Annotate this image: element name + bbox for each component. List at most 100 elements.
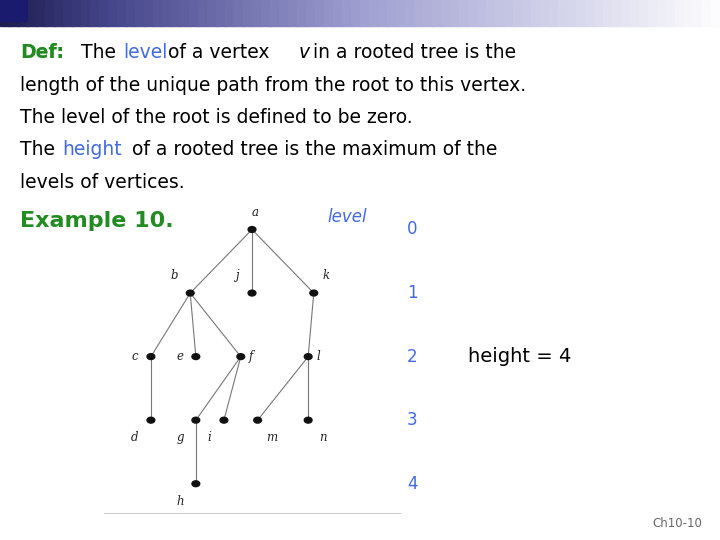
Circle shape [192, 354, 199, 360]
Circle shape [147, 354, 155, 360]
Bar [360, 0, 370, 26]
Bar [504, 0, 514, 26]
Text: height: height [63, 140, 122, 159]
Bar [441, 0, 451, 26]
Bar [675, 0, 685, 26]
Bar [243, 0, 253, 26]
Text: level: level [123, 43, 168, 62]
Bar [144, 0, 154, 26]
Text: i: i [207, 431, 211, 444]
Bar [171, 0, 181, 26]
Bar [612, 0, 622, 26]
Text: of a rooted tree is the maximum of the: of a rooted tree is the maximum of the [132, 140, 497, 159]
Circle shape [310, 290, 318, 296]
Bar [261, 0, 271, 26]
Bar [594, 0, 604, 26]
Bar [216, 0, 226, 26]
Circle shape [248, 227, 256, 232]
Text: f: f [249, 350, 253, 363]
Bar [234, 0, 245, 26]
Text: 2: 2 [407, 348, 418, 366]
Bar [306, 0, 317, 26]
Bar [396, 0, 407, 26]
Text: level: level [328, 208, 367, 226]
Bar [423, 0, 433, 26]
Bar [540, 0, 550, 26]
Text: Ch10-10: Ch10-10 [652, 517, 702, 530]
Circle shape [147, 417, 155, 423]
Bar [378, 0, 389, 26]
Bar [270, 0, 281, 26]
Bar [252, 0, 262, 26]
Bar [36, 0, 46, 26]
Circle shape [253, 417, 261, 423]
Bar [45, 0, 55, 26]
Bar [18, 0, 29, 26]
Bar [387, 0, 397, 26]
Bar [666, 0, 677, 26]
Bar [369, 0, 379, 26]
Bar [693, 0, 703, 26]
Text: k: k [323, 269, 329, 282]
Text: g: g [176, 431, 184, 444]
Bar [81, 0, 91, 26]
Bar [207, 0, 217, 26]
Bar [351, 0, 361, 26]
Bar [288, 0, 299, 26]
Bar [135, 0, 145, 26]
Text: of a vertex: of a vertex [168, 43, 270, 62]
Bar [684, 0, 694, 26]
Bar [279, 0, 289, 26]
Bar [117, 0, 127, 26]
Circle shape [305, 354, 312, 360]
Circle shape [192, 481, 199, 487]
Bar [27, 0, 37, 26]
Text: Example 10.: Example 10. [20, 211, 174, 231]
Text: 3: 3 [407, 411, 418, 429]
Bar [405, 0, 415, 26]
Bar [711, 0, 720, 26]
Bar [63, 0, 73, 26]
Bar [414, 0, 424, 26]
Bar [0, 0, 11, 26]
Text: c: c [131, 350, 138, 363]
Bar [558, 0, 569, 26]
Bar [162, 0, 173, 26]
Bar [576, 0, 586, 26]
Text: Def:: Def: [20, 43, 64, 62]
Text: l: l [317, 350, 320, 363]
Text: e: e [176, 350, 183, 363]
Circle shape [237, 354, 245, 360]
Text: The level of the root is defined to be zero.: The level of the root is defined to be z… [20, 108, 413, 127]
Bar [477, 0, 487, 26]
Text: The: The [81, 43, 116, 62]
Bar [432, 0, 442, 26]
Circle shape [186, 290, 194, 296]
Bar [342, 0, 353, 26]
Text: d: d [131, 431, 139, 444]
Bar [495, 0, 505, 26]
Bar [324, 0, 334, 26]
Bar [225, 0, 235, 26]
Text: h: h [176, 495, 184, 508]
Text: height = 4: height = 4 [468, 347, 572, 366]
Bar [72, 0, 82, 26]
Circle shape [248, 290, 256, 296]
Bar [522, 0, 532, 26]
Bar [90, 0, 101, 26]
Text: j: j [235, 269, 239, 282]
Bar [513, 0, 523, 26]
Text: 0: 0 [407, 220, 418, 239]
Bar [9, 0, 19, 26]
Bar [657, 0, 667, 26]
Text: in a rooted tree is the: in a rooted tree is the [313, 43, 516, 62]
Bar [450, 0, 461, 26]
Bar [459, 0, 469, 26]
Text: v: v [299, 43, 310, 62]
Bar [531, 0, 541, 26]
Text: Def: The: Def: The [20, 43, 105, 62]
Bar [180, 0, 190, 26]
Bar [108, 0, 119, 26]
Bar [0, 0, 27, 21]
Bar [333, 0, 343, 26]
